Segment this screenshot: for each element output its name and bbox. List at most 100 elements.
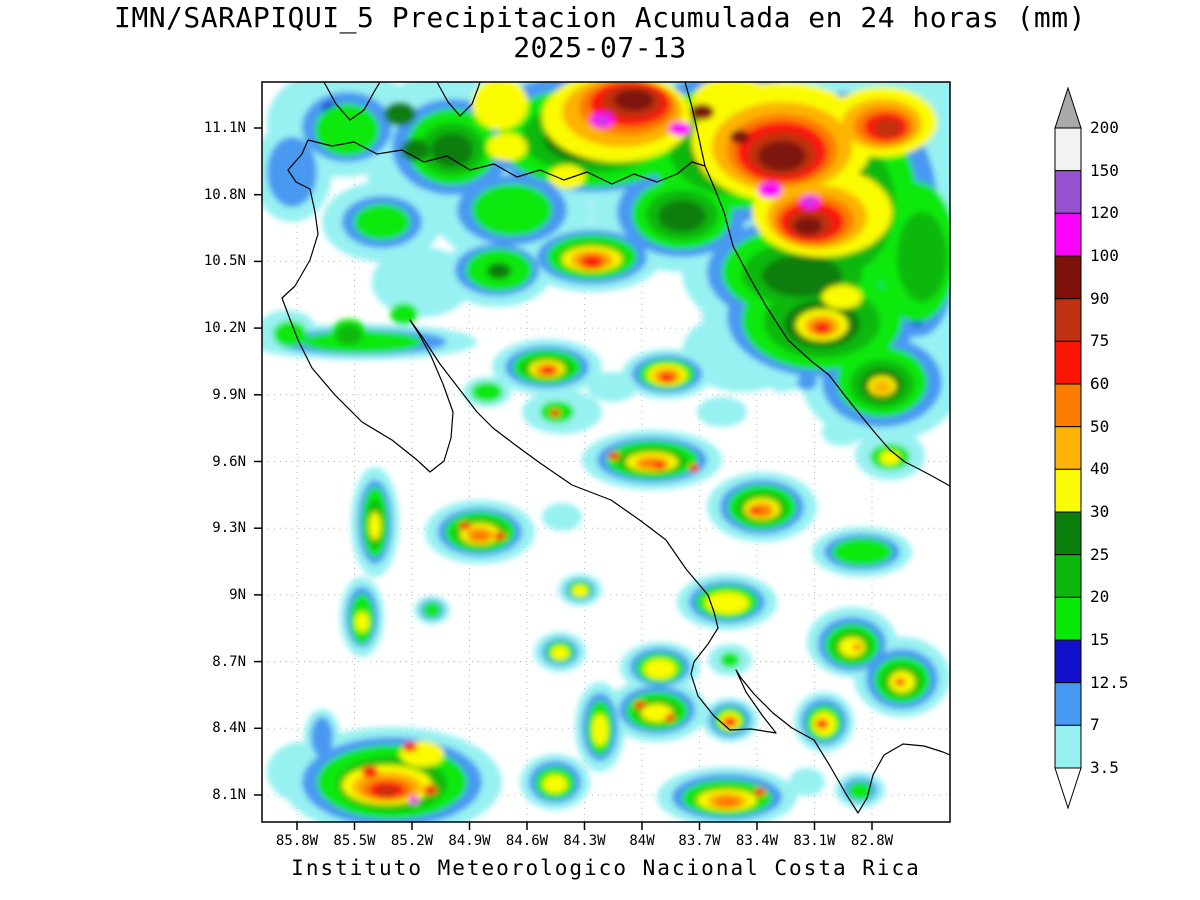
precip-blob xyxy=(614,89,654,111)
coastline-pacific xyxy=(281,139,950,814)
precip-blob xyxy=(658,200,706,232)
precip-blob xyxy=(814,323,830,333)
precip-blob xyxy=(472,82,528,130)
precip-blob xyxy=(897,212,947,302)
precip-blob xyxy=(582,256,602,268)
precip-blob xyxy=(362,766,378,778)
precip-blob xyxy=(748,507,760,515)
colorbar-cell xyxy=(1054,724,1082,769)
precip-blob xyxy=(551,646,569,660)
precip-blob xyxy=(872,380,892,394)
precip-blob xyxy=(689,464,699,472)
legend-tick-label: 30 xyxy=(1090,502,1110,521)
precip-blob xyxy=(839,637,865,657)
precip-blob xyxy=(797,374,817,390)
precip-blob xyxy=(367,167,397,187)
chart-title: IMN/SARAPIQUI_5 Precipitacion Acumulada … xyxy=(113,1,1086,34)
coastline-border_river xyxy=(307,139,706,185)
precip-blob xyxy=(372,247,472,317)
precip-blob xyxy=(832,538,892,566)
precip-blob xyxy=(654,462,666,470)
lon-tick-label: 84.6W xyxy=(505,833,549,849)
precip-blob xyxy=(697,397,747,427)
legend-tick-label: 200 xyxy=(1090,118,1119,137)
lat-tick-label: 10.8N xyxy=(203,186,246,203)
lat-tick-label: 9.9N xyxy=(212,386,246,403)
precip-blob xyxy=(355,612,369,632)
precip-blob xyxy=(762,255,842,297)
precip-blob xyxy=(669,122,691,136)
colorbar-arrow-down xyxy=(1054,767,1082,810)
precip-blob xyxy=(641,704,673,722)
precip-blob xyxy=(431,133,473,167)
precip-blob xyxy=(608,452,620,460)
precip-blob xyxy=(572,585,588,597)
precip-blob xyxy=(634,701,646,709)
precip-blob xyxy=(848,782,872,800)
colorbar-cell xyxy=(1054,170,1082,214)
precip-blob xyxy=(665,714,675,722)
lon-tick-label: 83.7W xyxy=(678,833,721,849)
lat-tick-label: 9.3N xyxy=(212,520,246,537)
precip-blob xyxy=(403,742,417,752)
precip-blob xyxy=(806,199,814,205)
lon-tick-label: 85.2W xyxy=(390,833,434,849)
precip-blob xyxy=(542,366,556,374)
precip-blob xyxy=(754,788,766,796)
colorbar-cell xyxy=(1054,127,1082,172)
lat-tick-label: 8.1N xyxy=(212,787,246,803)
precipitation-field xyxy=(262,82,950,822)
colorbar-cell xyxy=(1054,255,1082,300)
precip-blob xyxy=(730,130,750,144)
precip-blob xyxy=(354,204,410,240)
plot-border xyxy=(261,81,951,823)
precip-blob xyxy=(549,165,585,189)
precip-blob xyxy=(874,119,902,137)
coastline-lake1 xyxy=(323,82,381,121)
lat-tick-label: 10.5N xyxy=(203,253,246,270)
precip-blob xyxy=(423,602,441,618)
legend-tick-label: 100 xyxy=(1090,246,1119,265)
precip-blob xyxy=(597,117,607,123)
lon-tick-label: 82.8W xyxy=(850,833,894,849)
legend-tick-label: 25 xyxy=(1090,544,1110,564)
legend-tick-label: 3.5 xyxy=(1090,758,1119,777)
precip-blob xyxy=(472,184,552,236)
colorbar-cell xyxy=(1054,340,1082,385)
precip-blob xyxy=(758,141,806,171)
colorbar-cell xyxy=(1054,596,1082,641)
precip-blob xyxy=(822,285,862,309)
precip-blob xyxy=(542,503,582,531)
lon-tick-label: 84W xyxy=(629,833,655,849)
precip-blob xyxy=(587,372,637,402)
coastline-lake2 xyxy=(436,82,481,117)
colorbar-cell xyxy=(1054,426,1082,470)
precip-blob xyxy=(336,325,362,345)
colorbar-cell xyxy=(1054,639,1082,684)
precip-blob xyxy=(690,104,714,120)
precip-blob xyxy=(494,532,506,540)
legend-tick-label: 60 xyxy=(1090,374,1110,393)
precip-blob xyxy=(705,592,749,614)
legend-tick-label: 75 xyxy=(1090,331,1110,351)
coastlines xyxy=(281,82,950,814)
lon-tick-label: 85.5W xyxy=(333,833,376,849)
legend-tick-label: 15 xyxy=(1090,630,1110,649)
precip-blob xyxy=(543,775,567,793)
precip-blob xyxy=(767,372,797,392)
precip-blob xyxy=(280,87,304,107)
lon-tick-label: 83.4W xyxy=(735,833,779,849)
colorbar-cell xyxy=(1054,298,1082,342)
precip-blob xyxy=(644,659,676,679)
precip-blob xyxy=(714,796,740,808)
legend-tick-label: 40 xyxy=(1090,459,1110,479)
colorbar-cell xyxy=(1054,212,1082,257)
precip-blob xyxy=(853,644,861,650)
legend-tick-label: 50 xyxy=(1090,416,1110,436)
coastline-caribbean xyxy=(684,82,950,487)
lon-tick-label: 84.3W xyxy=(563,833,606,849)
colorbar-cell xyxy=(1054,383,1082,428)
precip-blob xyxy=(470,530,490,542)
lat-tick-label: 8.4N xyxy=(212,720,246,737)
